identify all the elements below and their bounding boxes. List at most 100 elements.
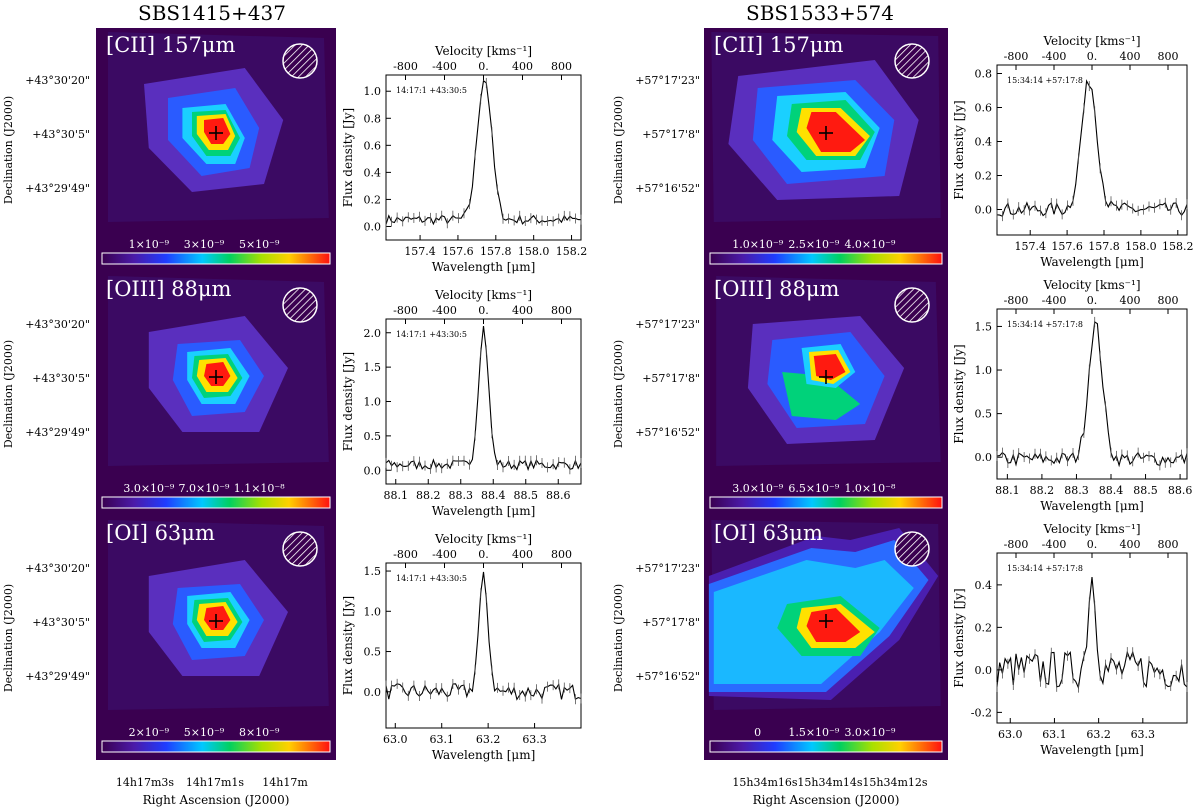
colorbar-tick-label: 7.0×10⁻⁹ bbox=[179, 482, 231, 495]
column-title: SBS1415+437 bbox=[138, 1, 286, 25]
velocity-tick-label: -800 bbox=[1004, 50, 1029, 63]
y-tick-label: 1.5 bbox=[975, 320, 993, 333]
velocity-tick-label: -800 bbox=[393, 304, 418, 317]
spectrum-panel: 157.4 157.6 157.8 158.0 158.20.00.20.40.60.8… bbox=[341, 44, 587, 274]
emission-contour bbox=[204, 118, 231, 144]
y-tick-label: 0.2 bbox=[975, 170, 993, 183]
velocity-tick-label: 400 bbox=[1120, 294, 1141, 307]
colorbar bbox=[101, 740, 331, 753]
colorbar-tick-label: 3.0×10⁻⁹ bbox=[844, 726, 896, 739]
dec-tick-label: +57°17'8" bbox=[642, 616, 700, 629]
colorbar bbox=[101, 496, 331, 509]
velocity-tick-label: -800 bbox=[393, 548, 418, 561]
x-tick-label: 88.3 bbox=[1064, 484, 1089, 497]
position-annotation: 14:17:1 +43:30:5 bbox=[396, 330, 467, 339]
dec-tick-label: +57°17'8" bbox=[642, 128, 700, 141]
velocity-tick-label: 400 bbox=[1120, 538, 1141, 551]
dec-axis-label: Declination (J2000) bbox=[2, 340, 15, 448]
map-panel: [OIII] 88μm 3.0×10⁻⁹ 6.5×10⁻⁹ 1.0×10⁻⁸ +57°1… bbox=[612, 272, 948, 516]
velocity-tick-label: -400 bbox=[432, 548, 457, 561]
colorbar bbox=[709, 740, 943, 753]
colorbar-tick-label: 1×10⁻⁹ bbox=[129, 238, 170, 251]
velocity-tick-label: -400 bbox=[432, 304, 457, 317]
colorbar-tick-label: 2×10⁻⁹ bbox=[129, 726, 170, 739]
velocity-tick-label: 400 bbox=[512, 548, 533, 561]
y-tick-label: 0.6 bbox=[364, 139, 382, 152]
ra-tick-label: 15h34m12s bbox=[862, 776, 928, 789]
x-tick-label: 88.4 bbox=[481, 489, 506, 502]
velocity-tick-label: 800 bbox=[551, 304, 572, 317]
velocity-tick-label: 400 bbox=[1120, 50, 1141, 63]
x-tick-label: 88.5 bbox=[514, 489, 539, 502]
velocity-tick-label: 0. bbox=[478, 548, 489, 561]
y-tick-label: 0.2 bbox=[975, 621, 993, 634]
ra-axis-label: Right Ascension (J2000) bbox=[143, 793, 290, 807]
y-tick-label: 0.0 bbox=[975, 204, 993, 217]
y-tick-label: 1.0 bbox=[975, 364, 993, 377]
ra-tick-label: 14h17m bbox=[262, 776, 308, 789]
x-tick-label: 157.6 bbox=[442, 245, 474, 258]
velocity-axis-label: Velocity [kms⁻¹] bbox=[1042, 278, 1140, 292]
emission-contour bbox=[204, 606, 231, 630]
velocity-tick-label: -400 bbox=[432, 60, 457, 73]
emission-contour bbox=[806, 608, 861, 642]
position-annotation: 15:34:14 +57:17:8 bbox=[1007, 564, 1083, 573]
velocity-tick-label: -800 bbox=[1004, 294, 1029, 307]
x-tick-label: 158.0 bbox=[1125, 240, 1157, 253]
line-label: [OIII] 88μm bbox=[714, 277, 840, 301]
dec-axis-label: Declination (J2000) bbox=[612, 584, 625, 692]
velocity-tick-label: 0. bbox=[1087, 50, 1098, 63]
x-tick-label: 88.1 bbox=[384, 489, 409, 502]
y-tick-label: 1.5 bbox=[364, 565, 382, 578]
velocity-tick-label: 800 bbox=[1158, 50, 1179, 63]
y-tick-label: 0.8 bbox=[975, 68, 993, 81]
spectrum-line bbox=[385, 571, 582, 701]
colorbar-tick-label: 8×10⁻⁹ bbox=[239, 726, 280, 739]
y-tick-label: 0.4 bbox=[975, 579, 993, 592]
x-tick-label: 63.3 bbox=[522, 733, 547, 746]
x-tick-label: 158.2 bbox=[1162, 240, 1194, 253]
dec-tick-label: +57°16'52" bbox=[635, 670, 700, 683]
y-axis-label: Flux density [Jy] bbox=[952, 100, 966, 199]
x-tick-label: 88.6 bbox=[1168, 484, 1193, 497]
velocity-tick-label: 0. bbox=[478, 60, 489, 73]
x-tick-label: 88.1 bbox=[995, 484, 1020, 497]
x-tick-label: 157.6 bbox=[1051, 240, 1083, 253]
position-annotation: 15:34:14 +57:17:8 bbox=[1007, 76, 1083, 85]
line-label: [OI] 63μm bbox=[714, 521, 823, 545]
x-tick-label: 88.5 bbox=[1133, 484, 1158, 497]
velocity-tick-label: 0. bbox=[478, 304, 489, 317]
colorbar-tick-label: 3×10⁻⁹ bbox=[184, 238, 225, 251]
velocity-axis-label: Velocity [kms⁻¹] bbox=[434, 44, 532, 58]
velocity-tick-label: 800 bbox=[1158, 294, 1179, 307]
map-panel: [CII] 157μm 1.0×10⁻⁹ 2.5×10⁻⁹ 4.0×10⁻⁹ +57°1… bbox=[612, 28, 948, 272]
velocity-axis-label: Velocity [kms⁻¹] bbox=[1042, 522, 1140, 536]
y-tick-label: -0.2 bbox=[971, 706, 992, 719]
x-tick-label: 88.2 bbox=[416, 489, 441, 502]
dec-axis-label: Declination (J2000) bbox=[612, 340, 625, 448]
emission-contour bbox=[813, 354, 846, 380]
y-tick-label: 0.5 bbox=[364, 646, 382, 659]
line-label: [CII] 157μm bbox=[106, 33, 235, 57]
position-annotation: 14:17:1 +43:30:5 bbox=[396, 574, 467, 583]
x-axis-label: Wavelength [μm] bbox=[432, 504, 536, 518]
colorbar-tick-label: 6.5×10⁻⁹ bbox=[788, 482, 840, 495]
colorbar-tick-label: 1.5×10⁻⁹ bbox=[788, 726, 840, 739]
x-tick-label: 158.0 bbox=[518, 245, 550, 258]
x-tick-label: 158.2 bbox=[556, 245, 588, 258]
x-tick-label: 63.2 bbox=[1086, 728, 1111, 741]
y-tick-label: 1.0 bbox=[364, 605, 382, 618]
colorbar bbox=[101, 252, 331, 265]
ra-tick-label: 14h17m1s bbox=[186, 776, 245, 789]
x-axis-label: Wavelength [μm] bbox=[1040, 255, 1144, 269]
x-tick-label: 157.4 bbox=[1014, 240, 1046, 253]
position-annotation: 15:34:14 +57:17:8 bbox=[1007, 320, 1083, 329]
colorbar-tick-label: 3.0×10⁻⁹ bbox=[732, 482, 784, 495]
x-tick-label: 88.2 bbox=[1030, 484, 1055, 497]
velocity-tick-label: -400 bbox=[1042, 50, 1067, 63]
spectrum-frame bbox=[996, 308, 1188, 480]
spectrum-frame bbox=[385, 74, 582, 241]
emission-contour bbox=[806, 112, 865, 152]
dec-axis-label: Declination (J2000) bbox=[612, 96, 625, 204]
